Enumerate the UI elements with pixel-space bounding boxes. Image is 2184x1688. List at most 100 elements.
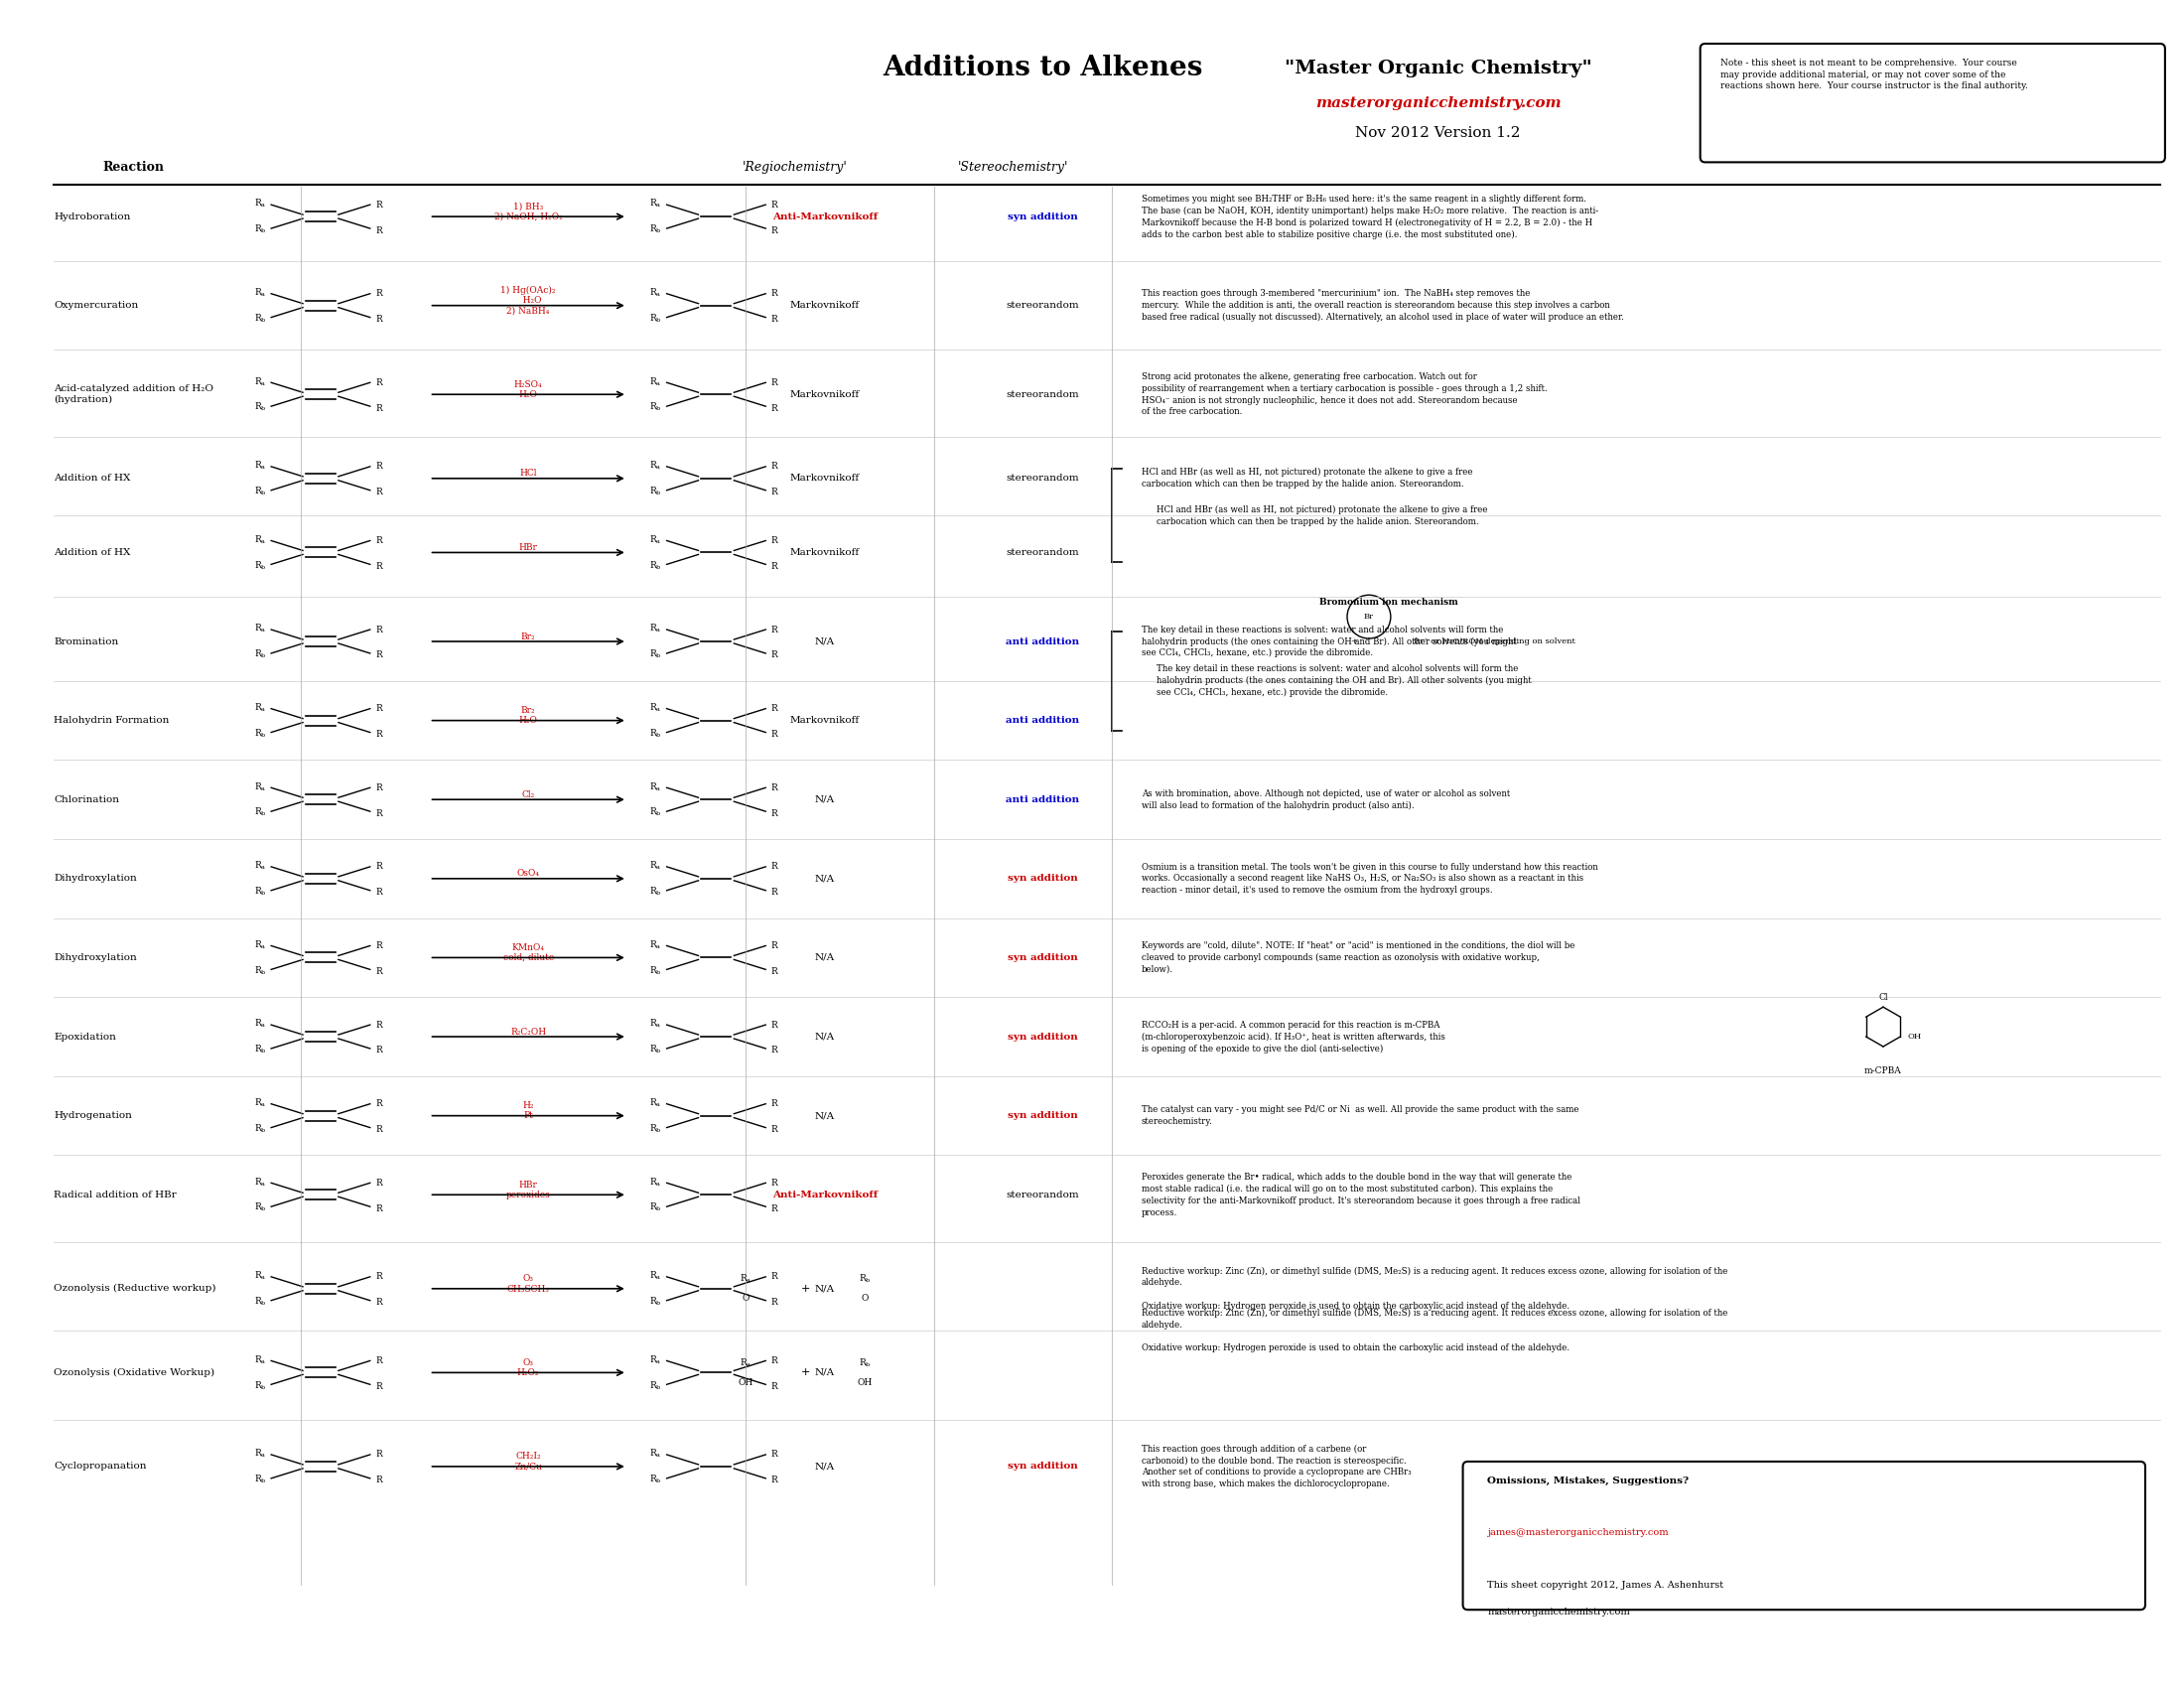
Text: N/A: N/A (815, 874, 834, 883)
Text: The catalyst can vary - you might see Pd/C or Ni  as well. All provide the same : The catalyst can vary - you might see Pd… (1142, 1106, 1579, 1126)
Text: m-CPBA: m-CPBA (1865, 1067, 1902, 1075)
Text: OsO₄: OsO₄ (518, 869, 539, 878)
Text: H₂SO₄
H₂O: H₂SO₄ H₂O (513, 380, 542, 398)
Text: $\mathregular{R}$: $\mathregular{R}$ (771, 461, 780, 471)
Text: $\mathregular{R_b}$: $\mathregular{R_b}$ (649, 559, 662, 572)
Text: $\mathregular{R_b}$: $\mathregular{R_b}$ (253, 1123, 266, 1134)
Text: $\mathregular{R_b}$: $\mathregular{R_b}$ (253, 648, 266, 660)
Text: $\mathregular{R}$: $\mathregular{R}$ (376, 1354, 384, 1366)
Text: $\mathregular{R}$: $\mathregular{R}$ (771, 1177, 780, 1187)
Text: $\mathregular{R}$: $\mathregular{R}$ (376, 225, 384, 235)
Text: $\mathregular{R}$: $\mathregular{R}$ (376, 1177, 384, 1187)
Text: Dihydroxylation: Dihydroxylation (55, 954, 138, 962)
Text: Chlorination: Chlorination (55, 795, 120, 803)
Text: syn addition: syn addition (1007, 874, 1077, 883)
Text: Hydrogenation: Hydrogenation (55, 1111, 131, 1121)
Text: $\mathregular{R_a}$: $\mathregular{R_a}$ (649, 533, 662, 545)
Text: $\mathregular{R}$: $\mathregular{R}$ (771, 1448, 780, 1458)
Text: $\mathregular{R_b}$: $\mathregular{R_b}$ (253, 728, 266, 739)
Text: syn addition: syn addition (1007, 1111, 1077, 1121)
Text: syn addition: syn addition (1007, 954, 1077, 962)
Text: $\mathregular{R}$: $\mathregular{R}$ (771, 312, 780, 324)
Text: $\mathregular{R_a}$: $\mathregular{R_a}$ (649, 1018, 662, 1030)
Text: Br⁻ or H₂O/ROH depending on solvent: Br⁻ or H₂O/ROH depending on solvent (1413, 638, 1575, 645)
Text: +: + (1350, 638, 1358, 645)
Text: masterorganicchemistry.com: masterorganicchemistry.com (1487, 1607, 1629, 1617)
Text: Note - this sheet is not meant to be comprehensive.  Your course
may provide add: Note - this sheet is not meant to be com… (1721, 59, 2027, 91)
Text: $\mathregular{R}$: $\mathregular{R}$ (771, 939, 780, 950)
Text: $\mathregular{R_a}$: $\mathregular{R_a}$ (649, 197, 662, 209)
Text: $\mathregular{R_a}$: $\mathregular{R_a}$ (740, 1273, 751, 1285)
Text: $\mathregular{R}$: $\mathregular{R}$ (376, 1123, 384, 1134)
Text: HBr: HBr (520, 544, 537, 552)
Text: The key detail in these reactions is solvent: water and alcohol solvents will fo: The key detail in these reactions is sol… (1155, 665, 1531, 697)
Text: Br₂
H₂O: Br₂ H₂O (520, 706, 537, 726)
Text: $\mathregular{R_b}$: $\mathregular{R_b}$ (649, 1474, 662, 1485)
Text: Markovnikoff: Markovnikoff (791, 474, 860, 483)
Text: $\mathregular{R_b}$: $\mathregular{R_b}$ (253, 885, 266, 898)
Text: $\mathregular{R_b}$: $\mathregular{R_b}$ (649, 964, 662, 977)
Text: $\mathregular{R_a}$: $\mathregular{R_a}$ (740, 1357, 751, 1369)
Text: $\mathregular{R}$: $\mathregular{R}$ (771, 807, 780, 819)
Text: $\mathregular{R_a}$: $\mathregular{R_a}$ (253, 533, 266, 545)
Text: $\mathregular{R_b}$: $\mathregular{R_b}$ (649, 223, 662, 236)
Text: $\mathregular{R}$: $\mathregular{R}$ (376, 623, 384, 635)
Text: $\mathregular{R}$: $\mathregular{R}$ (771, 560, 780, 571)
Text: This sheet copyright 2012, James A. Ashenhurst: This sheet copyright 2012, James A. Ashe… (1487, 1582, 1723, 1590)
Text: O₃
CH₃SCH₃: O₃ CH₃SCH₃ (507, 1274, 550, 1293)
Text: $\mathregular{R_a}$: $\mathregular{R_a}$ (253, 859, 266, 873)
Text: Peroxides generate the Br• radical, which adds to the double bond in the way tha: Peroxides generate the Br• radical, whic… (1142, 1173, 1579, 1217)
Text: $\mathregular{R_b}$: $\mathregular{R_b}$ (858, 1357, 871, 1369)
Text: $\mathregular{R_a}$: $\mathregular{R_a}$ (649, 1354, 662, 1366)
Text: $\mathregular{R}$: $\mathregular{R}$ (376, 807, 384, 819)
Text: $\mathregular{R}$: $\mathregular{R}$ (376, 1045, 384, 1055)
Text: N/A: N/A (815, 1462, 834, 1470)
FancyBboxPatch shape (1699, 44, 2164, 162)
Text: $\mathregular{R_a}$: $\mathregular{R_a}$ (253, 197, 266, 209)
Text: Radical addition of HBr: Radical addition of HBr (55, 1190, 177, 1198)
Text: $\mathregular{R}$: $\mathregular{R}$ (771, 376, 780, 387)
Text: $\mathregular{R}$: $\mathregular{R}$ (771, 486, 780, 496)
Text: $\mathregular{R}$: $\mathregular{R}$ (376, 648, 384, 660)
Text: Dihydroxylation: Dihydroxylation (55, 874, 138, 883)
Text: $\mathregular{R}$: $\mathregular{R}$ (376, 533, 384, 545)
Text: $\mathregular{R_b}$: $\mathregular{R_b}$ (253, 1379, 266, 1391)
Text: Ozonolysis (Oxidative Workup): Ozonolysis (Oxidative Workup) (55, 1367, 214, 1377)
Text: $\mathregular{R}$: $\mathregular{R}$ (771, 287, 780, 299)
Text: $\mathregular{R}$: $\mathregular{R}$ (376, 1271, 384, 1281)
Text: 1) BH₃
2) NaOH, H₂O₂: 1) BH₃ 2) NaOH, H₂O₂ (494, 203, 563, 221)
Text: $\mathregular{R_a}$: $\mathregular{R_a}$ (649, 939, 662, 950)
Text: HCl: HCl (520, 469, 537, 478)
Text: $\mathregular{R}$: $\mathregular{R}$ (376, 287, 384, 299)
Text: Strong acid protonates the alkene, generating free carbocation. Watch out for
po: Strong acid protonates the alkene, gener… (1142, 373, 1546, 417)
Text: $\mathregular{R_b}$: $\mathregular{R_b}$ (253, 1295, 266, 1308)
Text: Ozonolysis (Reductive workup): Ozonolysis (Reductive workup) (55, 1285, 216, 1293)
Text: Anti-Markovnikoff: Anti-Markovnikoff (773, 1190, 878, 1198)
Text: stereorandom: stereorandom (1007, 549, 1079, 557)
Text: 'Regiochemistry': 'Regiochemistry' (743, 160, 847, 174)
Text: $\mathregular{R}$: $\mathregular{R}$ (376, 461, 384, 471)
Text: N/A: N/A (815, 1031, 834, 1041)
Text: "Master Organic Chemistry": "Master Organic Chemistry" (1284, 59, 1592, 78)
Text: $\mathregular{R_b}$: $\mathregular{R_b}$ (649, 1043, 662, 1055)
Text: $\mathregular{R_a}$: $\mathregular{R_a}$ (649, 287, 662, 299)
Text: This reaction goes through 3-membered "mercurinium" ion.  The NaBH₄ step removes: This reaction goes through 3-membered "m… (1142, 289, 1623, 322)
Text: $\mathregular{R_b}$: $\mathregular{R_b}$ (253, 223, 266, 236)
Text: $\mathregular{R}$: $\mathregular{R}$ (771, 966, 780, 976)
Text: Markovnikoff: Markovnikoff (791, 390, 860, 398)
Text: $\mathregular{R_b}$: $\mathregular{R_b}$ (649, 402, 662, 414)
Text: $\mathregular{R}$: $\mathregular{R}$ (771, 728, 780, 739)
Text: Halohydrin Formation: Halohydrin Formation (55, 716, 168, 724)
Text: $\mathregular{R_a}$: $\mathregular{R_a}$ (253, 1018, 266, 1030)
Text: $\mathregular{R_a}$: $\mathregular{R_a}$ (253, 1354, 266, 1366)
Text: +: + (802, 1367, 810, 1377)
Text: N/A: N/A (815, 954, 834, 962)
Text: $\mathregular{R}$: $\mathregular{R}$ (771, 623, 780, 635)
Text: $\mathregular{R_a}$: $\mathregular{R_a}$ (253, 780, 266, 793)
Text: $\mathregular{R_a}$: $\mathregular{R_a}$ (253, 375, 266, 388)
Text: N/A: N/A (815, 1285, 834, 1293)
Text: $\mathregular{R}$: $\mathregular{R}$ (771, 1202, 780, 1214)
Text: james@masterorganicchemistry.com: james@masterorganicchemistry.com (1487, 1528, 1669, 1536)
Text: $\mathregular{R}$: $\mathregular{R}$ (376, 728, 384, 739)
Text: $\mathregular{R_b}$: $\mathregular{R_b}$ (253, 807, 266, 819)
